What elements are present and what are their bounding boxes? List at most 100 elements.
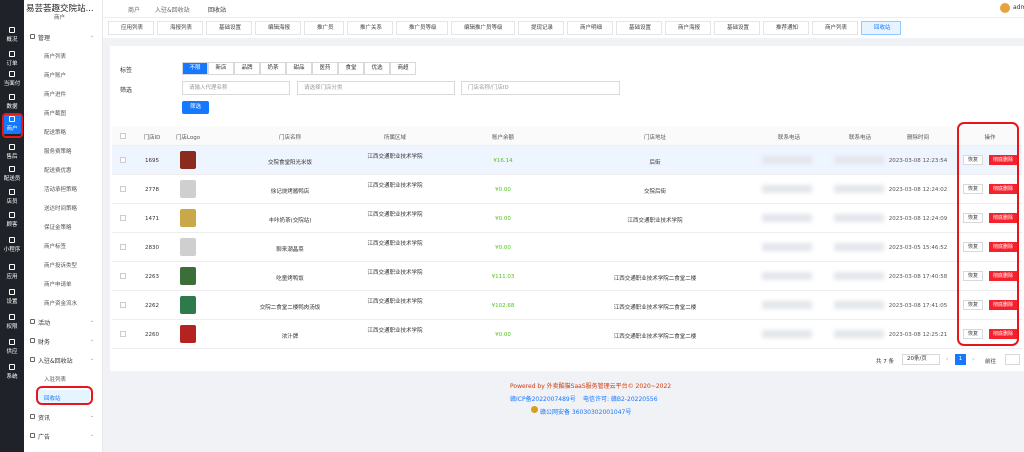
tab[interactable]: 回收站 xyxy=(861,21,901,35)
menu-item[interactable]: 配送策略 xyxy=(44,130,67,136)
tag-button[interactable]: 奶茶 xyxy=(260,62,286,75)
menu-item[interactable]: 入驻列表 xyxy=(44,377,67,383)
menu-item[interactable]: 商户投诉类型 xyxy=(44,263,78,269)
restore-button[interactable]: 恢复 xyxy=(963,271,983,281)
menu-group[interactable]: 管理 xyxy=(38,35,51,42)
top-bar xyxy=(103,0,1024,18)
delete-button[interactable]: 彻底删除 xyxy=(989,271,1017,281)
tag-button[interactable]: 新店 xyxy=(208,62,234,75)
checkbox[interactable] xyxy=(120,302,126,308)
breadcrumb-item[interactable]: 商户 xyxy=(128,7,141,14)
sidebar-item[interactable]: 系统 xyxy=(6,374,18,380)
menu-item[interactable]: 商户标签 xyxy=(44,244,67,250)
sidebar-item[interactable]: 配送员 xyxy=(3,176,21,182)
tab[interactable]: 编辑海报 xyxy=(255,21,301,35)
tag-button[interactable]: 食堂 xyxy=(338,62,364,75)
menu-item[interactable]: 商户截图 xyxy=(44,111,67,117)
menu-item[interactable]: 商户账户 xyxy=(44,73,67,79)
delete-button[interactable]: 彻底删除 xyxy=(989,184,1017,194)
checkbox[interactable] xyxy=(120,244,126,250)
filter-input[interactable]: 门店名称/门店ID xyxy=(461,81,620,95)
menu-item[interactable]: 送达时间策略 xyxy=(44,206,78,212)
tab[interactable]: 应用列表 xyxy=(108,21,154,35)
tab[interactable]: 基础设置 xyxy=(616,21,662,35)
tab[interactable]: 海报列表 xyxy=(157,21,203,35)
filter-input[interactable]: 请输入代理名称 xyxy=(182,81,290,95)
delete-button[interactable]: 彻底删除 xyxy=(989,329,1017,339)
tag-button[interactable]: 不限 xyxy=(182,62,208,75)
sidebar-item[interactable]: 店员 xyxy=(6,199,18,205)
checkbox[interactable] xyxy=(120,215,126,221)
sidebar-item[interactable]: 权限 xyxy=(6,324,18,330)
delete-button[interactable]: 彻底删除 xyxy=(989,155,1017,165)
menu-item[interactable]: 商户申请单 xyxy=(44,282,72,288)
checkbox[interactable] xyxy=(120,133,126,139)
delete-button[interactable]: 彻底删除 xyxy=(989,300,1017,310)
sidebar-item[interactable]: 商户 xyxy=(6,126,18,132)
checkbox[interactable] xyxy=(120,157,126,163)
tab[interactable]: 商户列表 xyxy=(812,21,858,35)
restore-button[interactable]: 恢复 xyxy=(963,329,983,339)
restore-button[interactable]: 恢复 xyxy=(963,184,983,194)
menu-group[interactable]: 入驻&回收站 xyxy=(38,358,73,365)
tag-button[interactable]: 优选 xyxy=(364,62,390,75)
tag-button[interactable]: 医药 xyxy=(312,62,338,75)
restore-button[interactable]: 恢复 xyxy=(963,300,983,310)
menu-item[interactable]: 服务费策略 xyxy=(44,149,72,155)
menu-group[interactable]: 广告 xyxy=(38,434,51,441)
sidebar-item[interactable]: 订单 xyxy=(6,61,18,67)
filter-input[interactable]: 请选择门店分类 xyxy=(297,81,455,95)
tab[interactable]: 推广关系 xyxy=(347,21,393,35)
sidebar-item[interactable]: 供应 xyxy=(6,349,18,355)
breadcrumb-item: 回收站 xyxy=(208,7,227,14)
tab[interactable]: 商户海报 xyxy=(665,21,711,35)
footer-police[interactable]: 赣公网安备 36030302001047号 xyxy=(540,409,632,416)
sidebar-item[interactable]: 概况 xyxy=(6,37,18,43)
sidebar-item[interactable]: 售后 xyxy=(6,154,18,160)
menu-group[interactable]: 财务 xyxy=(38,339,51,346)
tab[interactable]: 编辑推广员等级 xyxy=(451,21,515,35)
goto-input[interactable] xyxy=(1005,354,1020,365)
footer-icp[interactable]: 赣ICP备2022007489号 xyxy=(510,396,576,403)
menu-item[interactable]: 商户进件 xyxy=(44,92,67,98)
sidebar-active xyxy=(3,114,21,134)
tab[interactable]: 推广员等级 xyxy=(396,21,448,35)
menu-item[interactable]: 商户资金流水 xyxy=(44,301,78,307)
menu-item[interactable]: 活动承担策略 xyxy=(44,187,78,193)
tab[interactable]: 基础设置 xyxy=(206,21,252,35)
footer-license[interactable]: 电信许可: 赣B2-20220556 xyxy=(583,396,658,403)
menu-item[interactable]: 商户列表 xyxy=(44,54,67,60)
menu-item[interactable]: 配送费优惠 xyxy=(44,168,72,174)
tab[interactable]: 基础设置 xyxy=(714,21,760,35)
checkbox[interactable] xyxy=(120,186,126,192)
tag-button[interactable]: 甜品 xyxy=(286,62,312,75)
sidebar-item[interactable]: 当面付 xyxy=(3,81,21,87)
filter-button[interactable]: 筛选 xyxy=(182,101,209,114)
sidebar-item[interactable]: 设置 xyxy=(6,299,18,305)
delete-button[interactable]: 彻底删除 xyxy=(989,213,1017,223)
restore-button[interactable]: 恢复 xyxy=(963,155,983,165)
menu-group[interactable]: 资讯 xyxy=(38,415,51,422)
page-current[interactable]: 1 xyxy=(955,354,966,365)
restore-button[interactable]: 恢复 xyxy=(963,242,983,252)
tag-button[interactable]: 品牌 xyxy=(234,62,260,75)
tab[interactable]: 推荐通知 xyxy=(763,21,809,35)
checkbox[interactable] xyxy=(120,331,126,337)
tab[interactable]: 提现记录 xyxy=(518,21,564,35)
sidebar-item[interactable]: 数据 xyxy=(6,104,18,110)
menu-item[interactable]: 保证金策略 xyxy=(44,225,72,231)
sidebar-item[interactable]: 小程序 xyxy=(3,247,21,253)
restore-button[interactable]: 恢复 xyxy=(963,213,983,223)
sidebar-item[interactable]: 顾客 xyxy=(6,222,18,228)
tab[interactable]: 商户明细 xyxy=(567,21,613,35)
checkbox[interactable] xyxy=(120,273,126,279)
tab[interactable]: 推广员 xyxy=(304,21,344,35)
sidebar-icon xyxy=(9,314,15,320)
delete-button[interactable]: 彻底删除 xyxy=(989,242,1017,252)
page-size[interactable]: 20条/页 xyxy=(902,354,940,365)
menu-item[interactable]: 回收站 xyxy=(44,396,61,402)
sidebar-item[interactable]: 应用 xyxy=(6,274,18,280)
breadcrumb-item[interactable]: 入驻&回收站 xyxy=(155,7,190,14)
menu-group[interactable]: 活动 xyxy=(38,320,51,327)
tag-button[interactable]: 商超 xyxy=(390,62,416,75)
